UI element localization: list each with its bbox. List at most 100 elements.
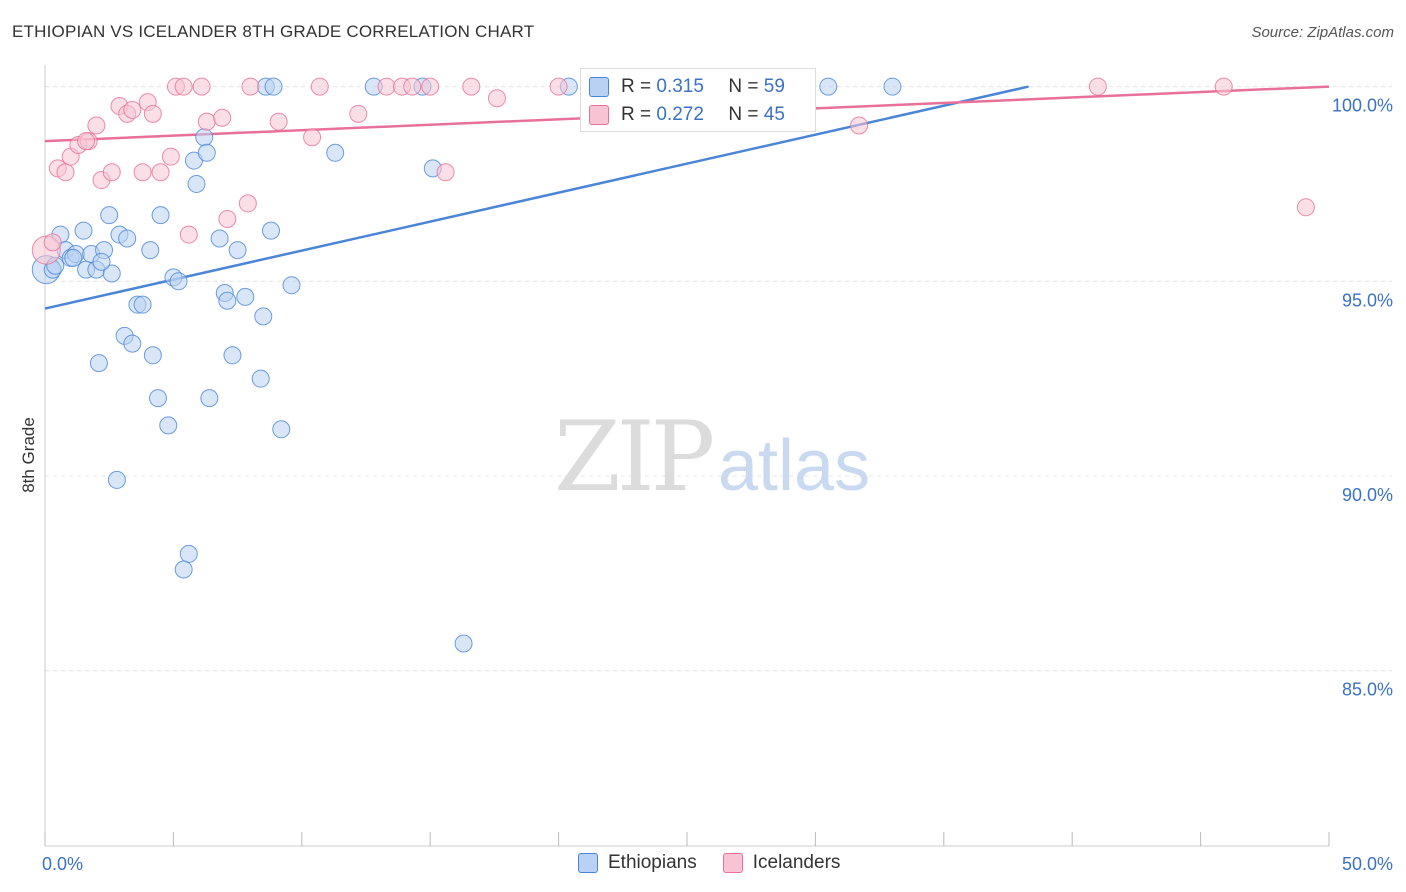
n-label: N = xyxy=(728,104,764,125)
data-point-ethiopians xyxy=(223,346,242,365)
series-icelanders xyxy=(31,77,1315,265)
data-point-icelanders xyxy=(310,77,329,96)
legend-item-icelanders[interactable]: Icelanders xyxy=(722,852,841,874)
data-point-icelanders xyxy=(349,104,368,123)
stats-row-ethiopians: R = 0.315 N = 59 xyxy=(589,73,785,101)
ethiopians-legend-swatch xyxy=(578,853,598,873)
stats-legend: R = 0.315 N = 59 R = 0.272 N = 45 xyxy=(580,68,816,132)
y-axis-label: 8th Grade xyxy=(19,417,38,493)
data-point-icelanders xyxy=(1296,198,1315,217)
data-point-ethiopians xyxy=(210,229,229,248)
data-point-icelanders xyxy=(241,77,260,96)
data-point-icelanders xyxy=(197,112,216,131)
data-point-icelanders xyxy=(549,77,568,96)
n-value: 59 xyxy=(763,76,785,97)
data-point-icelanders xyxy=(56,163,75,182)
stats-row-icelanders: R = 0.272 N = 45 xyxy=(589,101,785,129)
data-point-ethiopians xyxy=(118,229,137,248)
data-point-ethiopians xyxy=(218,291,237,310)
watermark-zip: ZIP xyxy=(554,401,713,513)
data-point-ethiopians xyxy=(143,346,162,365)
legend-item-ethiopians[interactable]: Ethiopians xyxy=(578,852,697,874)
y-tick-label: 100.0% xyxy=(1332,96,1393,116)
axes: 100.0% 95.0% 90.0% 85.0% 0.0% 50.0% xyxy=(42,65,1393,874)
data-point-ethiopians xyxy=(107,470,126,489)
data-point-ethiopians xyxy=(169,272,188,291)
data-point-ethiopians xyxy=(883,77,902,96)
data-point-icelanders xyxy=(192,77,211,96)
data-point-icelanders xyxy=(123,100,142,119)
bottom-legend: Ethiopians Icelanders xyxy=(578,852,840,874)
watermark: ZIP atlas xyxy=(554,401,870,513)
r-value: 0.315 xyxy=(656,76,704,97)
x-tick-label: 0.0% xyxy=(42,854,83,874)
icelanders-legend-swatch xyxy=(722,853,743,873)
data-point-ethiopians xyxy=(89,354,108,373)
ethiopians-swatch xyxy=(589,77,609,97)
y-tick-label: 85.0% xyxy=(1342,680,1393,700)
r-value: 0.272 xyxy=(656,104,704,125)
data-point-icelanders xyxy=(238,194,257,213)
data-point-ethiopians xyxy=(228,241,247,260)
data-point-ethiopians xyxy=(148,389,167,408)
data-point-icelanders xyxy=(213,108,232,127)
data-point-ethiopians xyxy=(819,77,838,96)
y-tick-label: 90.0% xyxy=(1342,485,1393,505)
r-label: R = xyxy=(621,76,657,97)
data-point-ethiopians xyxy=(102,264,121,283)
data-point-ethiopians xyxy=(92,252,111,271)
data-point-ethiopians xyxy=(200,389,219,408)
legend-label-icelanders: Icelanders xyxy=(752,852,841,873)
data-point-icelanders xyxy=(87,116,106,135)
icelanders-swatch xyxy=(589,105,609,125)
data-point-ethiopians xyxy=(195,128,214,147)
data-point-icelanders xyxy=(179,225,198,244)
r-label: R = xyxy=(621,104,657,125)
data-point-icelanders xyxy=(850,116,869,135)
data-point-icelanders xyxy=(436,163,455,182)
data-point-ethiopians xyxy=(179,544,198,563)
data-point-icelanders xyxy=(1214,77,1233,96)
data-point-ethiopians xyxy=(100,206,119,225)
data-point-ethiopians xyxy=(123,334,142,353)
data-point-ethiopians xyxy=(251,369,270,388)
data-point-icelanders xyxy=(303,128,322,147)
data-point-icelanders xyxy=(218,209,237,228)
data-point-icelanders xyxy=(133,163,152,182)
source-label: Source: ZipAtlas.com xyxy=(1251,24,1394,41)
data-point-icelanders xyxy=(462,77,481,96)
data-point-icelanders xyxy=(43,233,62,252)
chart-title: ETHIOPIAN VS ICELANDER 8TH GRADE CORRELA… xyxy=(12,22,535,41)
data-point-ethiopians xyxy=(326,143,345,162)
watermark-atlas: atlas xyxy=(718,426,870,506)
data-point-ethiopians xyxy=(187,174,206,193)
data-point-icelanders xyxy=(403,77,422,96)
grid-lines xyxy=(45,86,1392,672)
data-point-icelanders xyxy=(161,147,180,166)
data-point-ethiopians xyxy=(272,420,291,439)
data-point-ethiopians xyxy=(174,560,193,579)
data-point-icelanders xyxy=(151,163,170,182)
n-label: N = xyxy=(728,76,764,97)
data-point-ethiopians xyxy=(236,287,255,306)
data-point-icelanders xyxy=(102,163,121,182)
data-point-ethiopians xyxy=(282,276,301,295)
data-points xyxy=(31,77,1315,653)
data-point-icelanders xyxy=(77,132,96,151)
data-point-ethiopians xyxy=(454,634,473,653)
data-point-icelanders xyxy=(143,104,162,123)
data-point-ethiopians xyxy=(141,241,160,260)
data-point-icelanders xyxy=(377,77,396,96)
data-point-icelanders xyxy=(487,89,506,108)
data-point-ethiopians xyxy=(133,295,152,314)
series-ethiopians xyxy=(31,77,902,653)
data-point-ethiopians xyxy=(74,221,93,240)
n-value: 45 xyxy=(763,104,785,125)
data-point-ethiopians xyxy=(159,416,178,435)
data-point-ethiopians xyxy=(264,77,283,96)
x-tick-label: 50.0% xyxy=(1342,854,1393,874)
data-point-icelanders xyxy=(174,77,193,96)
data-point-icelanders xyxy=(269,112,288,131)
y-tick-label: 95.0% xyxy=(1342,290,1393,310)
